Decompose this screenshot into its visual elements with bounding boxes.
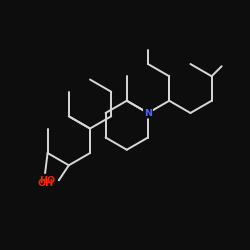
Text: N: N	[144, 108, 152, 118]
Text: HO: HO	[40, 176, 56, 185]
Text: OH: OH	[37, 178, 53, 188]
